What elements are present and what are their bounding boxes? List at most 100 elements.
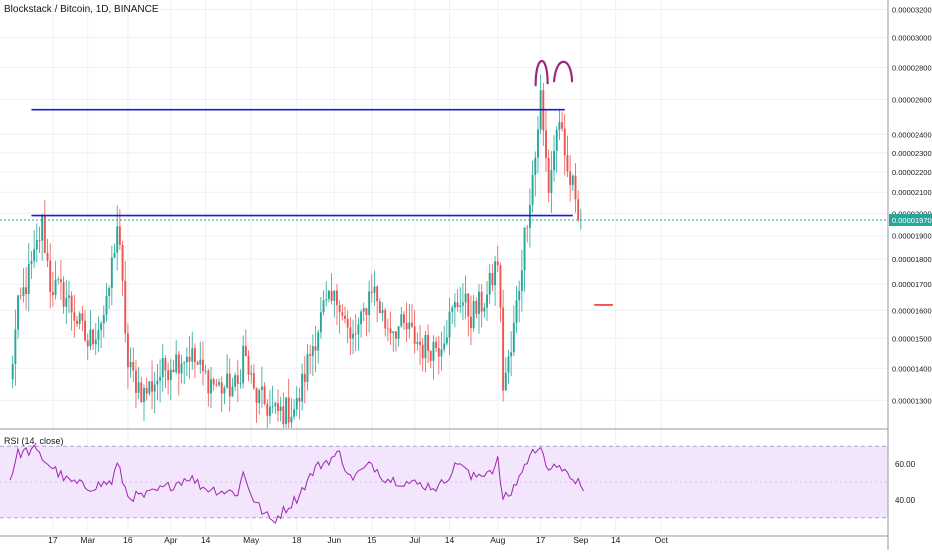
candle xyxy=(199,341,202,374)
candle-body xyxy=(84,320,86,341)
candle xyxy=(285,396,287,428)
candle xyxy=(105,282,108,322)
candle-body xyxy=(574,175,577,200)
candle xyxy=(193,343,196,379)
candle-body xyxy=(550,170,553,193)
candle xyxy=(30,251,33,279)
candle xyxy=(298,387,301,420)
price-tick-label: 0.00001500 xyxy=(892,334,932,343)
price-tick-label: 0.00002600 xyxy=(892,96,932,105)
candle xyxy=(57,276,60,285)
candle xyxy=(512,305,515,357)
candle xyxy=(424,330,427,373)
candle-body xyxy=(212,379,215,385)
candle xyxy=(550,151,553,213)
candle xyxy=(102,305,105,338)
candle xyxy=(411,304,413,329)
candle xyxy=(113,243,116,259)
candle-body xyxy=(341,312,344,316)
price-tick-label: 0.00003000 xyxy=(892,33,932,42)
candle xyxy=(202,341,204,386)
candle-body xyxy=(279,406,282,411)
candle-body xyxy=(488,273,491,295)
candle-body xyxy=(175,354,178,373)
candle xyxy=(354,314,357,352)
candle-body xyxy=(19,295,22,297)
candle-body xyxy=(389,328,392,334)
candle xyxy=(17,294,19,339)
candle xyxy=(73,294,76,338)
candle-body xyxy=(143,388,145,403)
candle-body xyxy=(46,252,49,261)
candle-body xyxy=(464,293,467,303)
candle-body xyxy=(207,370,210,394)
candle-body xyxy=(148,381,151,394)
candle-body xyxy=(73,312,76,321)
candle xyxy=(215,378,218,387)
candle xyxy=(520,249,523,312)
candle xyxy=(274,401,277,415)
candle-body xyxy=(183,362,186,364)
candle xyxy=(129,347,132,378)
candle xyxy=(416,332,419,351)
candle xyxy=(360,309,363,338)
candle-body xyxy=(49,260,52,293)
candle xyxy=(287,378,290,428)
candle-body xyxy=(153,384,156,392)
candle xyxy=(89,310,92,351)
candle xyxy=(346,310,349,344)
candle xyxy=(46,238,49,268)
candle-body xyxy=(478,291,480,314)
candle-body xyxy=(70,295,73,313)
candle xyxy=(151,360,153,410)
trend-lines xyxy=(0,108,888,306)
candle-body xyxy=(520,270,523,291)
candle xyxy=(443,325,446,353)
candle-body xyxy=(322,300,325,313)
candle xyxy=(62,276,65,314)
candle-body xyxy=(180,363,183,374)
candle-body xyxy=(193,348,196,363)
candle-body xyxy=(41,215,44,241)
candle xyxy=(376,285,379,323)
candle-body xyxy=(86,340,89,347)
candle xyxy=(84,310,86,342)
candle-body xyxy=(325,299,328,301)
candle xyxy=(317,329,320,364)
candle xyxy=(250,365,253,384)
candle-body xyxy=(236,375,239,384)
candle xyxy=(169,359,172,401)
candle-body xyxy=(547,158,550,193)
time-tick-label: 14 xyxy=(611,535,621,545)
candle-body xyxy=(102,314,105,324)
candle xyxy=(558,108,561,140)
candle xyxy=(526,224,529,243)
candle-body xyxy=(277,403,279,411)
candle-body xyxy=(260,386,263,390)
candle-body xyxy=(57,279,60,281)
candle-body xyxy=(480,291,483,312)
candle-body xyxy=(124,280,127,334)
candle xyxy=(188,336,191,380)
candle xyxy=(242,335,245,389)
candle xyxy=(180,354,183,384)
candle xyxy=(43,199,46,254)
candle xyxy=(384,307,387,337)
candle-body xyxy=(472,300,475,329)
candle xyxy=(448,297,451,355)
price-tick-label: 0.00002100 xyxy=(892,188,932,197)
candle xyxy=(110,245,113,306)
candle xyxy=(408,303,411,339)
candle-body xyxy=(421,344,424,359)
candle-body xyxy=(105,296,108,315)
candle xyxy=(421,338,424,372)
double-top-arc-right xyxy=(552,60,574,83)
candle xyxy=(461,283,464,321)
candle xyxy=(496,245,499,273)
candle-body xyxy=(51,292,54,296)
candle xyxy=(475,297,478,319)
candle-body xyxy=(108,288,111,297)
candle xyxy=(322,290,325,316)
candle xyxy=(156,363,159,401)
